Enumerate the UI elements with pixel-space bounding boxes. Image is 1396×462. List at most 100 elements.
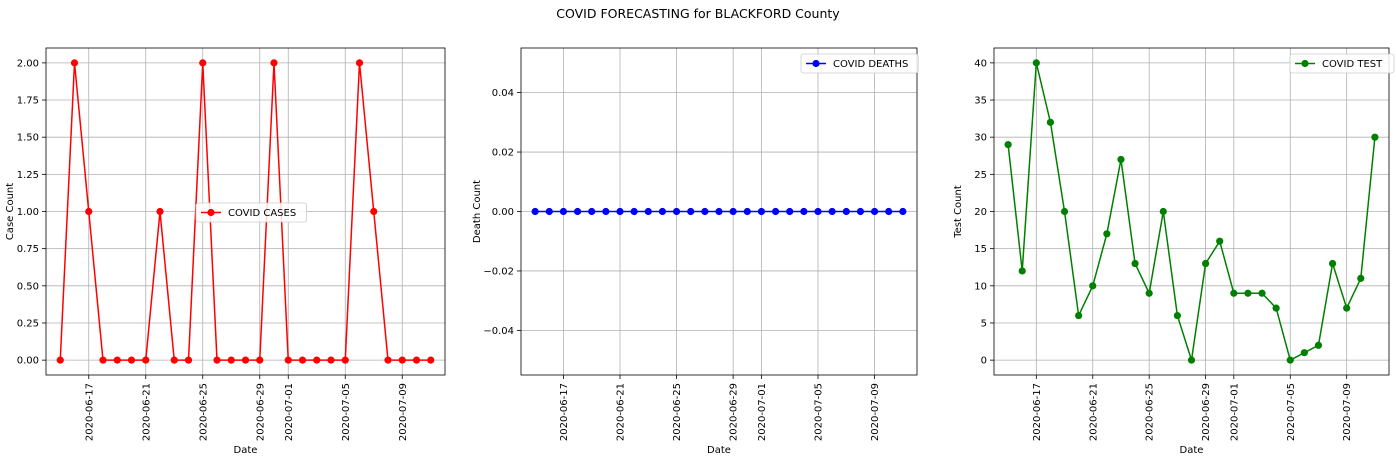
y-tick-label: 10 <box>974 281 987 292</box>
y-tick-label: 2.00 <box>17 58 39 69</box>
cases-data-point <box>56 356 64 364</box>
deaths-data-point <box>672 207 681 216</box>
axes-frame <box>45 47 446 376</box>
y-tick-label: 0.04 <box>492 88 514 99</box>
test-data-point <box>1230 289 1238 297</box>
test-data-point <box>1117 155 1125 164</box>
cases-data-point <box>199 59 207 67</box>
test-data-point <box>1060 207 1069 216</box>
x-tick-label: 2020-06-17 <box>84 383 95 441</box>
legend-marker-swatch <box>812 59 820 68</box>
deaths-data-point <box>573 207 582 216</box>
y-tick-label: 0.25 <box>17 318 39 329</box>
y-tick-label: 0.00 <box>492 207 514 218</box>
test-data-point <box>1131 259 1139 268</box>
deaths-data-point <box>644 207 652 216</box>
death-count-chart: 2020-06-17 2020-06-21 2020-06-25 2020-06-29… <box>472 47 919 456</box>
cases-data-point <box>213 356 221 364</box>
legend-marker-swatch <box>1301 59 1309 68</box>
deaths-data-point <box>715 207 723 216</box>
cases-data-point <box>398 356 406 364</box>
cases-data-point <box>384 356 392 364</box>
y-tick-label: 5 <box>981 318 987 329</box>
cases-data-point <box>241 356 250 364</box>
axes-frame <box>520 47 918 376</box>
deaths-data-point <box>616 207 624 216</box>
deaths-data-point <box>828 207 836 216</box>
cases-data-point <box>142 356 150 364</box>
deaths-data-point <box>842 207 850 216</box>
x-tick-label: 2020-06-25 <box>198 383 209 441</box>
y-axis-label: Case Count <box>5 183 16 240</box>
deaths-data-point <box>786 207 794 216</box>
cases-data-point <box>170 356 178 364</box>
deaths-data-point <box>658 207 667 216</box>
x-tick-label: 2020-07-01 <box>1229 383 1240 441</box>
legend-box <box>1289 53 1395 74</box>
y-tick-label: 1.75 <box>17 96 39 107</box>
x-tick-label: 2020-06-21 <box>1088 383 1099 441</box>
test-data-point <box>1300 349 1308 357</box>
deaths-data-point <box>559 207 568 216</box>
y-tick-label: 25 <box>974 170 987 181</box>
test-data-point <box>1075 311 1083 320</box>
cases-data-point <box>270 59 278 67</box>
x-tick-label: 2020-06-29 <box>729 383 740 441</box>
test-count-chart: 2020-06-17 2020-06-21 2020-06-25 2020-06-29… <box>953 47 1395 456</box>
x-tick-label: 2020-06-29 <box>1201 383 1212 441</box>
x-tick-label: 2020-06-25 <box>672 383 683 441</box>
deaths-data-point <box>743 207 751 216</box>
cases-data-point <box>341 356 349 364</box>
cases-data-point <box>156 207 164 216</box>
x-tick-label: 2020-07-09 <box>398 383 409 441</box>
test-data-point <box>1314 341 1323 349</box>
x-axis-label: Date <box>707 445 731 456</box>
deaths-data-point <box>771 207 780 216</box>
x-tick-label: 2020-07-05 <box>1286 383 1297 441</box>
deaths-data-point <box>588 207 596 216</box>
test-data-point <box>1159 207 1167 216</box>
legend-label: COVID DEATHS <box>833 59 908 70</box>
x-tick-label: 2020-06-17 <box>559 383 570 441</box>
y-tick-label: −0.02 <box>483 266 514 277</box>
deaths-data-point <box>856 207 865 216</box>
test-data-point <box>1216 237 1224 245</box>
cases-data-point <box>284 356 292 364</box>
cases-data-point <box>427 356 435 364</box>
cases-data-point <box>127 356 136 364</box>
x-tick-label: 2020-07-05 <box>341 383 352 441</box>
deaths-legend: COVID DEATHS <box>800 53 919 74</box>
x-tick-label: 2020-07-01 <box>757 383 768 441</box>
x-tick-label: 2020-06-21 <box>141 383 152 441</box>
cases-data-point <box>370 207 378 216</box>
test-data-point <box>1244 289 1252 297</box>
legend-box <box>800 53 919 74</box>
test-legend: COVID TEST <box>1289 53 1395 74</box>
test-data-point <box>1103 230 1111 238</box>
legend-marker-swatch <box>207 208 215 217</box>
cases-data-point <box>313 356 321 364</box>
deaths-data-point <box>870 207 879 216</box>
cases-data-point <box>99 356 107 364</box>
test-data-point <box>1187 356 1196 364</box>
test-data-point <box>1272 304 1280 312</box>
deaths-data-point <box>800 207 808 216</box>
y-tick-label: 40 <box>974 58 987 69</box>
cases-data-point <box>412 356 421 364</box>
x-tick-label: 2020-06-21 <box>616 383 627 441</box>
deaths-data-point <box>630 207 638 216</box>
test-data-point <box>1145 289 1153 297</box>
y-tick-label: 1.00 <box>17 207 39 218</box>
test-data-point <box>1089 282 1097 290</box>
test-data-point <box>1032 59 1040 67</box>
test-data-point <box>1173 311 1181 320</box>
axes-frame <box>993 47 1390 376</box>
deaths-data-point <box>545 207 553 216</box>
y-tick-label: 1.25 <box>17 170 39 181</box>
y-tick-label: 20 <box>974 207 987 218</box>
cases-data-point <box>70 59 79 67</box>
y-tick-label: 1.50 <box>17 133 39 144</box>
cases-data-point <box>227 356 235 364</box>
test-data-point <box>1371 133 1379 141</box>
x-tick-label: 2020-06-17 <box>1032 383 1043 441</box>
